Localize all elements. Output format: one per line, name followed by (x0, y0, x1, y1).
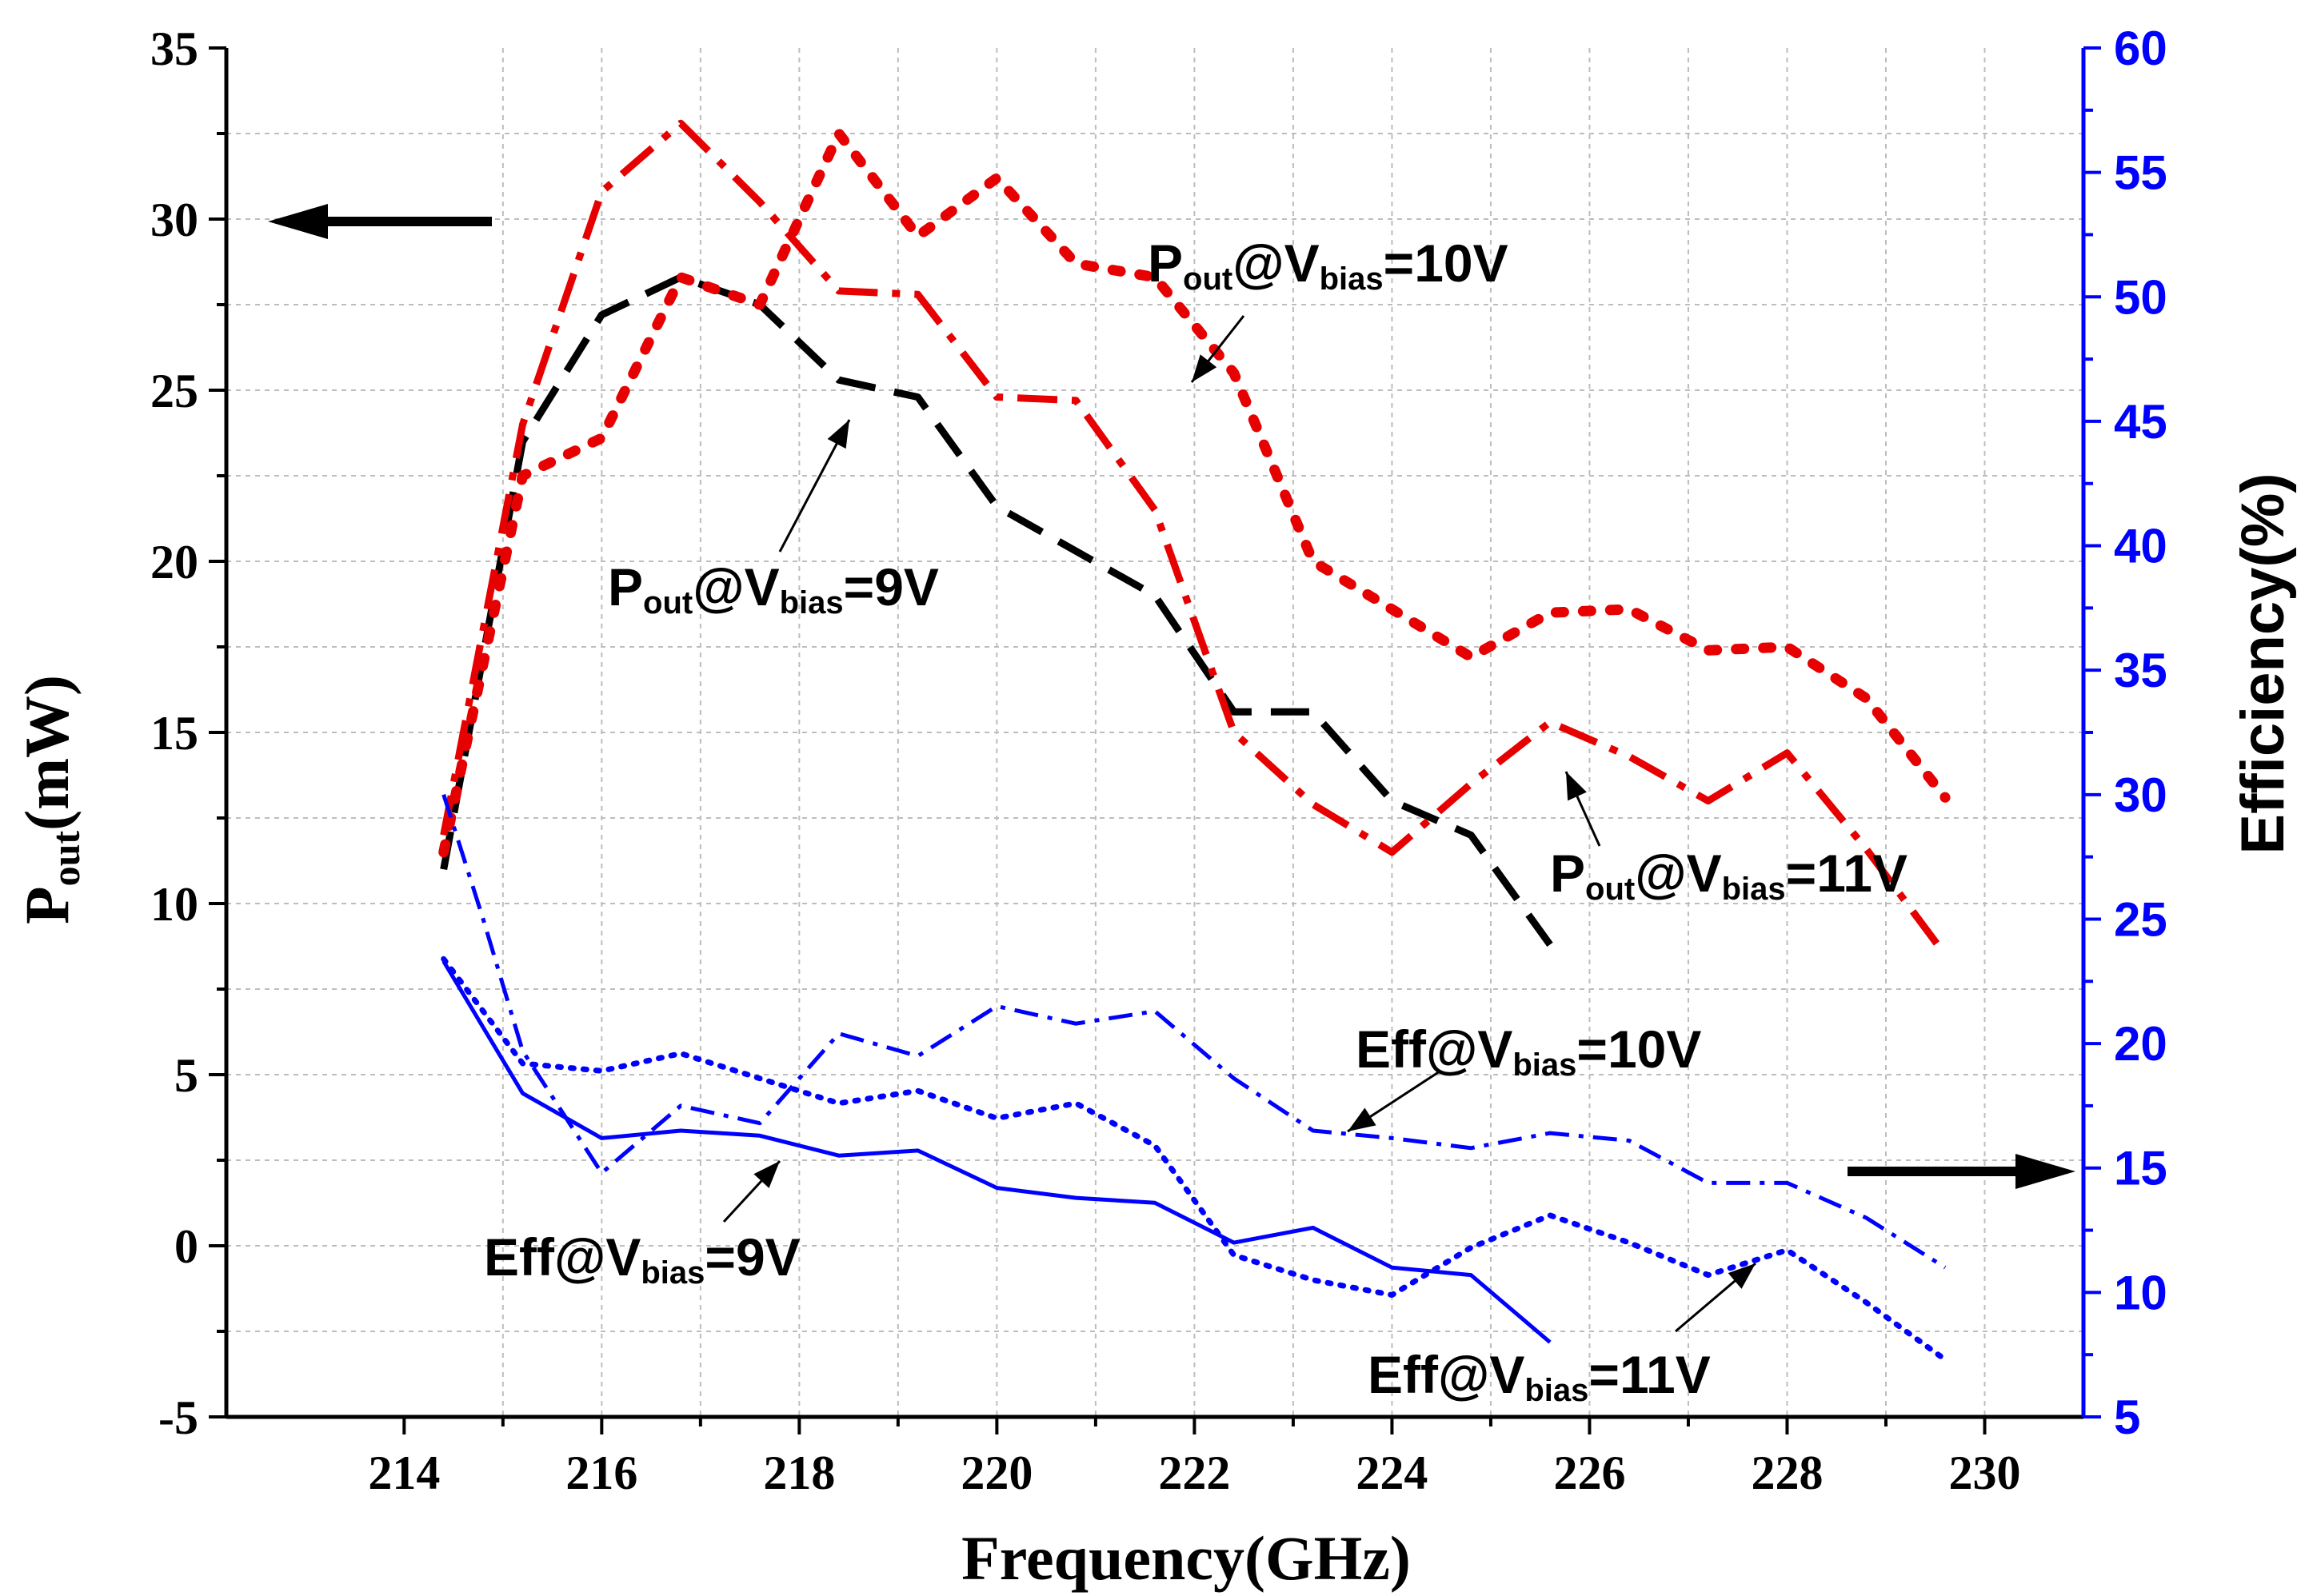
y-right-tick-label: 5 (2114, 1391, 2140, 1444)
y-left-tick-label: 35 (150, 22, 198, 75)
x-tick-label: 216 (565, 1446, 637, 1499)
annotation-pointer-head-3 (1348, 1108, 1376, 1131)
annotation-pointer-head-2 (1566, 772, 1587, 800)
annotation-eff-9v: Eff@Vbias=9V (484, 1227, 801, 1291)
y-axis-right-title: Efficiency(%) (2229, 473, 2297, 854)
annotation-eff-11v: Eff@Vbias=11V (1368, 1345, 1711, 1408)
x-tick-label: 228 (1751, 1446, 1823, 1499)
right-axis-arrow-head (2015, 1154, 2075, 1189)
annotation-pout-11v: Pout@Vbias=11V (1550, 844, 1908, 907)
x-tick-label: 218 (763, 1446, 835, 1499)
y-left-tick-label: 30 (150, 194, 198, 246)
x-axis-title: Frequency(GHz) (961, 1523, 1411, 1593)
y-axis-left-title-main: P (12, 886, 82, 924)
y-right-tick-label: 50 (2114, 270, 2167, 324)
y-right-tick-label: 20 (2114, 1017, 2167, 1071)
annotation-pointer-head-1 (828, 420, 849, 449)
y-right-tick-label: 35 (2114, 644, 2167, 697)
x-tick-label: 224 (1356, 1446, 1428, 1499)
annotation-pout-9v: Pout@Vbias=9V (608, 557, 939, 620)
x-tick-label: 226 (1553, 1446, 1625, 1499)
y-left-tick-label: 25 (150, 365, 198, 417)
y-axis-left-title-sub: out (43, 831, 88, 887)
x-tick-label: 220 (961, 1446, 1033, 1499)
annotation-pointer-head-0 (1192, 354, 1216, 382)
y-axis-left-title-rest: (mW) (12, 675, 82, 831)
annotation-pout-10v: Pout@Vbias=10V (1148, 233, 1508, 297)
y-left-tick-label: -5 (158, 1391, 198, 1444)
y-right-tick-label: 60 (2114, 22, 2167, 75)
y-right-tick-label: 40 (2114, 520, 2167, 573)
y-right-tick-label: 55 (2114, 146, 2167, 200)
y-left-tick-label: 10 (150, 878, 198, 931)
y-right-tick-label: 15 (2114, 1142, 2167, 1195)
x-tick-label: 230 (1948, 1446, 2020, 1499)
y-right-tick-label: 10 (2114, 1266, 2167, 1319)
left-axis-arrow-head (268, 204, 328, 239)
y-right-tick-label: 25 (2114, 892, 2167, 946)
x-tick-label: 222 (1158, 1446, 1230, 1499)
x-tick-label: 214 (368, 1446, 440, 1499)
y-axis-left-title: Pout(mW) (12, 675, 88, 924)
y-right-tick-label: 30 (2114, 768, 2167, 822)
y-right-tick-label: 45 (2114, 395, 2167, 449)
y-left-tick-label: 20 (150, 536, 198, 589)
y-left-tick-label: 0 (174, 1220, 198, 1273)
annotation-eff-10v: Eff@Vbias=10V (1356, 1019, 1701, 1083)
chart: 214 216 218 220 222 224 226 228 230 35 30 25 20 15 10 5… (0, 0, 2301, 1596)
y-left-tick-label: 5 (174, 1049, 198, 1102)
y-left-tick-label: 15 (150, 707, 198, 760)
